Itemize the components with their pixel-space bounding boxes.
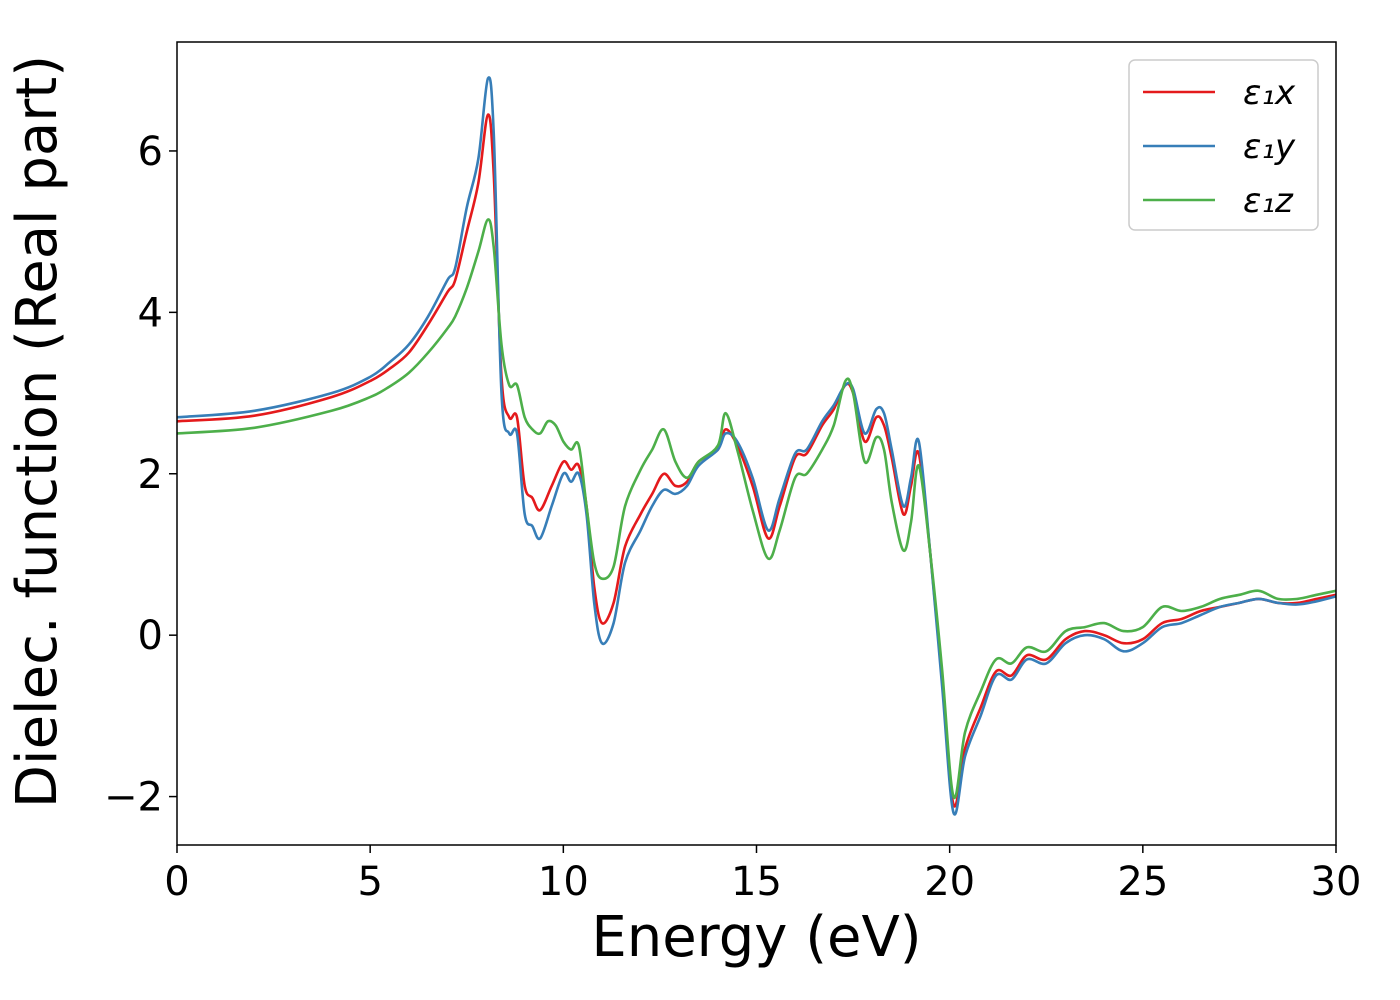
- y-tick-label: 2: [138, 452, 163, 498]
- x-tick-label: 25: [1117, 859, 1168, 905]
- y-tick-label: 4: [138, 290, 163, 336]
- x-tick-label: 15: [731, 859, 782, 905]
- plot-lines: [177, 76, 1336, 816]
- x-tick-label: 0: [164, 859, 189, 905]
- legend-box: [1128, 59, 1319, 231]
- series-line-3: [177, 218, 1336, 800]
- x-tick-label: 30: [1311, 859, 1362, 905]
- legend: ε₁x ε₁y ε₁z: [1128, 59, 1319, 231]
- x-tick-label: 20: [924, 859, 975, 905]
- y-tick-label: 6: [138, 129, 163, 175]
- y-axis-ticks: −2 0 2 4 6: [104, 129, 177, 821]
- y-axis-title: Dielec. function (Real part): [5, 55, 70, 808]
- legend-label: ε₁y: [1243, 127, 1296, 167]
- y-tick-label: 0: [138, 613, 163, 659]
- x-tick-label: 10: [538, 859, 589, 905]
- y-tick-label: −2: [104, 775, 163, 821]
- legend-label: ε₁x: [1243, 73, 1296, 113]
- x-axis-ticks: 0 5 10 15 20 25 30: [164, 845, 1361, 905]
- series-line-2: [177, 76, 1336, 816]
- x-tick-label: 5: [357, 859, 382, 905]
- legend-label: ε₁z: [1243, 181, 1294, 221]
- x-axis-title: Energy (eV): [591, 905, 921, 970]
